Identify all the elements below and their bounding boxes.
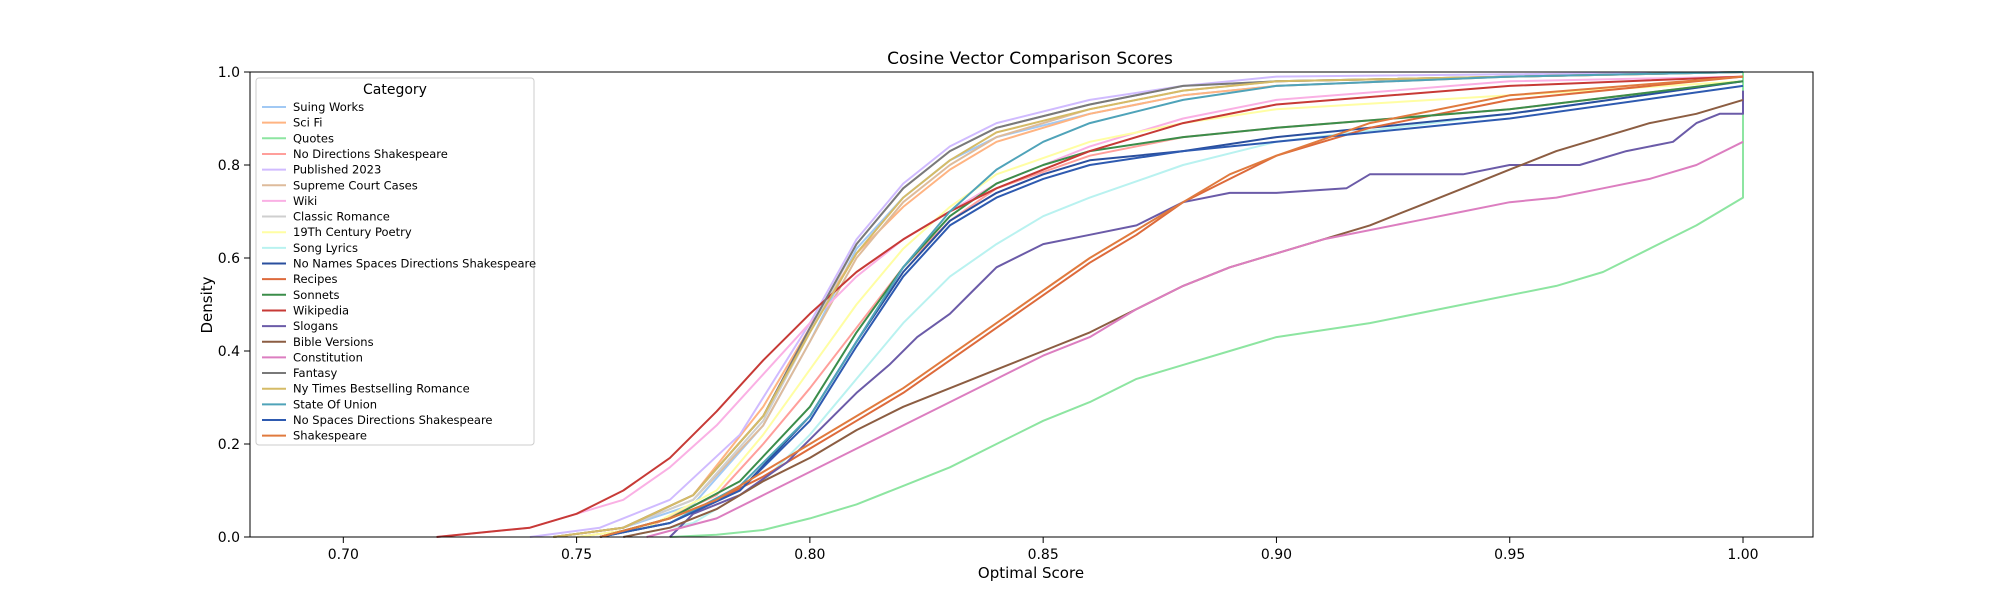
x-tick-label-3: 0.85 [1028,547,1059,563]
series-line-16 [646,140,1744,538]
x-tick-label-4: 0.90 [1261,547,1292,563]
series-line-21 [599,75,1744,538]
legend-label-12: Sonnets [293,288,340,302]
legend-title: Category [363,82,427,98]
legend-label-19: State Of Union [293,397,377,411]
legend-frame [255,77,535,446]
y-tick-label-3: 0.6 [218,251,240,267]
legend-label-21: Shakespeare [293,429,367,443]
legend-label-2: Quotes [293,131,334,145]
chart-title: Cosine Vector Comparison Scores [887,49,1173,69]
y-tick-label-1: 0.2 [218,437,240,453]
legend-label-5: Supreme Court Cases [293,178,418,192]
legend-label-7: Classic Romance [293,210,390,224]
y-tick-label-2: 0.4 [218,344,240,360]
legend-label-4: Published 2023 [293,163,381,177]
legend-label-14: Slogans [293,319,338,333]
legend-label-16: Constitution [293,350,363,364]
legend-label-6: Wiki [293,194,317,208]
series-line-8 [576,80,1744,538]
y-axis: 0.0 0.2 0.4 0.6 0.8 1.0 [218,65,250,546]
y-axis-label: Density [198,276,216,333]
legend-label-8: 19Th Century Poetry [293,225,412,239]
legend-label-13: Wikipedia [293,303,349,317]
legend-label-15: Bible Versions [293,335,374,349]
x-tick-label-0: 0.70 [328,547,359,563]
legend-label-3: No Directions Shakespeare [293,147,448,161]
legend-label-0: Suing Works [293,100,364,114]
series-line-14 [669,90,1744,538]
legend-label-20: No Spaces Directions Shakespeare [293,413,493,427]
series-line-18 [553,71,1744,538]
x-tick-label-1: 0.75 [561,547,592,563]
legend-label-9: Song Lyrics [293,241,358,255]
plot-frame [249,71,1814,538]
y-tick-label-0: 0.0 [218,530,240,546]
series-line-19 [599,71,1744,538]
x-tick-label-6: 1.00 [1727,547,1758,563]
legend-label-1: Sci Fi [293,116,322,130]
legend-label-10: No Names Spaces Directions Shakespeare [293,257,536,271]
x-axis: 0.70 0.75 0.80 0.85 0.90 0.95 1.00 [328,537,1759,563]
legend-label-11: Recipes [293,272,337,286]
legend-label-18: Ny Times Bestselling Romance [293,382,470,396]
series-line-2 [669,72,1744,538]
x-tick-label-5: 0.95 [1494,547,1525,563]
x-tick-label-2: 0.80 [794,547,825,563]
x-axis-label: Optimal Score [978,564,1084,582]
y-tick-label-4: 0.8 [218,158,240,174]
series-line-13 [436,75,1744,538]
series-lines [436,71,1744,538]
legend-label-17: Fantasy [293,366,337,380]
y-tick-label-5: 1.0 [218,65,240,81]
